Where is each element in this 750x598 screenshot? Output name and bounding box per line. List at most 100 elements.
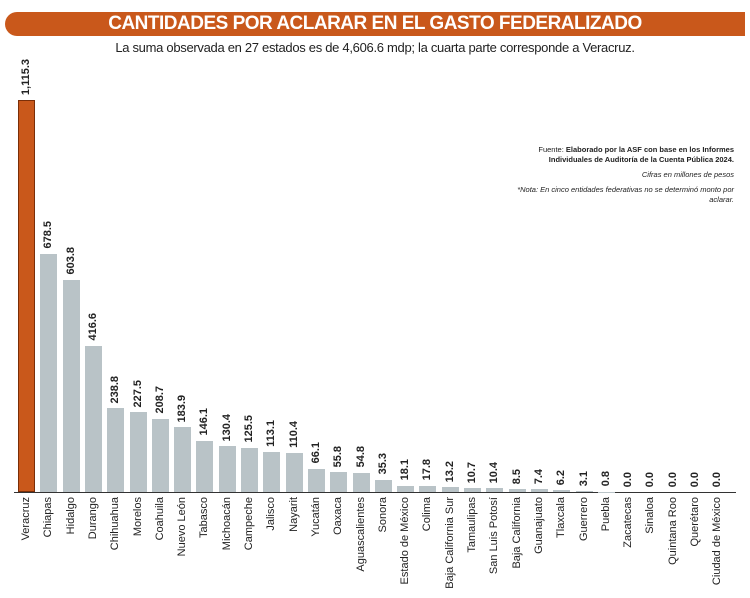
bar bbox=[129, 412, 147, 492]
category-label: Estado de México bbox=[399, 497, 412, 585]
category-label: Guerrero bbox=[577, 497, 590, 542]
value-label: 110.4 bbox=[287, 421, 300, 449]
category-label: Querétaro bbox=[689, 497, 701, 547]
category-label: Coahuila bbox=[153, 497, 166, 541]
value-label: 17.8 bbox=[421, 459, 434, 481]
category-label: Yucatán bbox=[309, 497, 322, 537]
bar bbox=[419, 485, 437, 492]
bar bbox=[62, 279, 80, 492]
bar bbox=[352, 472, 370, 492]
chart-notes: Fuente: Elaborado por la ASF con base en… bbox=[494, 145, 734, 205]
bar bbox=[151, 418, 169, 492]
bar bbox=[330, 472, 348, 492]
category-label: Chiapas bbox=[42, 497, 55, 538]
value-label: 0.0 bbox=[622, 471, 635, 487]
value-label: 54.8 bbox=[354, 446, 367, 468]
value-label: 130.4 bbox=[220, 413, 233, 442]
source-label: Fuente: bbox=[538, 145, 564, 154]
footnote: *Nota: En cinco entidades federativas no… bbox=[517, 185, 734, 204]
value-label: 146.1 bbox=[198, 408, 211, 436]
category-label: Morelos bbox=[131, 497, 144, 537]
value-label: 0.0 bbox=[689, 471, 701, 487]
category-label: Ciudad de México bbox=[711, 497, 724, 586]
bar bbox=[263, 452, 281, 492]
category-label: Veracruz bbox=[20, 497, 32, 541]
value-label: 208.7 bbox=[153, 386, 166, 414]
bar bbox=[464, 488, 481, 492]
value-label: 13.2 bbox=[443, 460, 456, 483]
value-label: 1,115.3 bbox=[20, 58, 32, 95]
value-label: 125.5 bbox=[243, 415, 255, 443]
source-text: Elaborado por la ASF con base en los Inf… bbox=[548, 145, 734, 164]
category-label: Nuevo León bbox=[176, 497, 189, 557]
category-label: Chihuahua bbox=[109, 497, 122, 551]
bar bbox=[397, 485, 415, 492]
category-label: Michoacán bbox=[220, 497, 233, 551]
value-label: 10.4 bbox=[488, 461, 501, 484]
category-label: Aguascalientes bbox=[354, 497, 367, 572]
bar bbox=[107, 408, 125, 492]
bar bbox=[374, 479, 392, 492]
category-label: Puebla bbox=[599, 497, 612, 532]
value-label: 3.1 bbox=[577, 470, 590, 486]
x-axis-line bbox=[14, 492, 736, 493]
category-label: Colima bbox=[421, 497, 434, 532]
bar bbox=[285, 453, 303, 492]
value-label: 8.5 bbox=[510, 468, 523, 485]
value-label: 678.5 bbox=[42, 221, 55, 249]
source-note: Fuente: Elaborado por la ASF con base en… bbox=[494, 145, 734, 165]
bar bbox=[530, 489, 548, 492]
category-label: Hidalgo bbox=[64, 497, 77, 535]
category-label: San Luis Potosí bbox=[488, 497, 501, 575]
bar bbox=[486, 488, 504, 492]
bar bbox=[508, 489, 526, 492]
bar bbox=[196, 440, 214, 492]
category-label: Campeche bbox=[243, 497, 255, 551]
category-label: Tlaxcala bbox=[555, 497, 568, 538]
units-note: Cifras en millones de pesos bbox=[641, 170, 734, 179]
bar bbox=[174, 427, 192, 492]
category-label: Baja California bbox=[510, 497, 523, 569]
bar bbox=[84, 345, 102, 492]
value-label: 183.9 bbox=[176, 394, 189, 423]
value-label: 55.8 bbox=[332, 445, 345, 468]
bar bbox=[241, 447, 258, 492]
category-label: Durango bbox=[86, 497, 99, 540]
value-label: 227.5 bbox=[131, 379, 144, 408]
bar bbox=[218, 446, 236, 492]
bar bbox=[307, 468, 325, 492]
value-label: 416.6 bbox=[86, 313, 99, 341]
category-label: Zacatecas bbox=[622, 497, 635, 548]
category-label: Nayarit bbox=[287, 497, 300, 532]
chart-subtitle: La suma observada en 27 estados es de 4,… bbox=[115, 40, 635, 55]
value-label: 0.0 bbox=[666, 471, 679, 487]
category-label: Guanajuato bbox=[532, 497, 545, 554]
value-label: 238.8 bbox=[109, 375, 122, 404]
category-label: Sonora bbox=[376, 497, 389, 533]
bar bbox=[18, 100, 35, 492]
value-label: 113.1 bbox=[265, 420, 278, 448]
bar bbox=[441, 487, 459, 492]
category-label: Sinaloa bbox=[644, 497, 657, 534]
category-label: Jalisco bbox=[265, 497, 278, 531]
value-label: 0.8 bbox=[599, 471, 612, 487]
value-label: 603.8 bbox=[64, 247, 77, 275]
category-label: Oaxaca bbox=[332, 497, 345, 535]
category-label: Tamaulipas bbox=[466, 497, 478, 553]
value-label: 0.0 bbox=[644, 471, 657, 487]
chart-title: CANTIDADES POR ACLARAR EN EL GASTO FEDER… bbox=[5, 12, 745, 36]
category-label: Quintana Roo bbox=[666, 497, 679, 565]
value-label: 18.1 bbox=[399, 459, 412, 481]
value-label: 0.0 bbox=[711, 471, 724, 487]
bar bbox=[40, 253, 58, 492]
category-label: Baja California Sur bbox=[443, 497, 456, 589]
bar bbox=[553, 489, 571, 492]
value-label: 35.3 bbox=[376, 453, 389, 475]
bar bbox=[575, 490, 593, 492]
category-label: Tabasco bbox=[198, 497, 211, 538]
value-label: 10.7 bbox=[466, 461, 478, 484]
value-label: 7.4 bbox=[532, 469, 545, 485]
value-label: 66.1 bbox=[309, 442, 322, 464]
value-label: 6.2 bbox=[555, 469, 568, 485]
